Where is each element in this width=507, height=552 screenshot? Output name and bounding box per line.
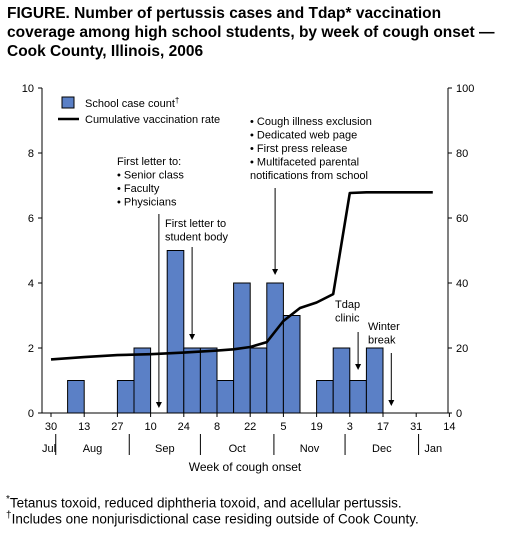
x-tick-label: 24 <box>178 421 190 433</box>
legend-bar-swatch <box>61 96 75 109</box>
annotation-text: notifications from school <box>250 170 368 182</box>
y-left-tick-label: 2 <box>28 343 34 355</box>
x-tick-label: 31 <box>410 421 422 433</box>
bar <box>166 250 185 414</box>
x-tick-label: 14 <box>443 421 455 433</box>
x-month-label: Aug <box>83 443 103 455</box>
annotation-arrow-head <box>155 402 162 408</box>
annotation-text: First letter to <box>165 218 226 230</box>
vaccination-rate-line <box>50 191 433 361</box>
footnote-1: *Tetanus toxoid, reduced diphtheria toxo… <box>6 494 402 511</box>
y-left-tick-label: 8 <box>28 148 34 160</box>
legend-bar-marker: † <box>175 96 179 105</box>
footnote-2-text: Includes one nonjurisdictional case resi… <box>11 511 419 527</box>
bar <box>282 315 301 414</box>
footnote-1-text: Tetanus toxoid, reduced diphtheria toxoi… <box>9 495 402 511</box>
footnote-1-marker: * <box>6 494 10 505</box>
annotation-text: • Multifaceted parental <box>250 157 359 169</box>
x-month-label: Jan <box>424 443 442 455</box>
y-right-tick-label: 40 <box>456 278 468 290</box>
legend-line-label: Cumulative vaccination rate <box>85 114 220 126</box>
annotation-text: Winter <box>368 321 400 333</box>
footnote-2: †Includes one nonjurisdictional case res… <box>6 510 419 527</box>
annotation-arrow-head <box>355 364 362 370</box>
x-tick-label: 22 <box>244 421 256 433</box>
y-right-tick-label: 0 <box>456 408 462 420</box>
annotations-group: First letter to: • Senior class• Faculty •… <box>117 116 400 408</box>
y-right-tick-label: 80 <box>456 148 468 160</box>
bar <box>249 347 268 414</box>
annotation-text: student body <box>165 232 228 244</box>
bar <box>133 347 152 414</box>
y-right-tick-label: 20 <box>456 343 468 355</box>
annotation-text: • Cough illness exclusion <box>250 116 372 128</box>
x-month-label: Sep <box>155 443 175 455</box>
annotation-text: • Faculty <box>117 183 160 195</box>
bar <box>216 380 235 414</box>
bar <box>332 347 351 414</box>
bar <box>183 347 201 414</box>
annotation-arrow-head <box>272 269 279 275</box>
y-left-tick-label: 4 <box>28 278 34 290</box>
bar <box>116 380 135 414</box>
x-tick-label: 10 <box>144 421 156 433</box>
annotation-text: Tdap <box>335 299 360 311</box>
annotation-text: break <box>368 335 396 347</box>
bar <box>67 380 85 414</box>
y-left-tick-label: 6 <box>28 213 34 225</box>
annotation-arrow-head <box>189 334 196 340</box>
x-tick-label: 8 <box>214 421 220 433</box>
x-month-label: Jul <box>42 443 56 455</box>
annotation-text: • Physicians <box>117 197 177 209</box>
x-tick-label: 17 <box>377 421 389 433</box>
footnote-2-marker: † <box>6 510 12 521</box>
legend: School case count† Cumulative vaccination… <box>58 96 220 126</box>
x-tick-label: 13 <box>78 421 90 433</box>
bar <box>316 380 334 414</box>
bar <box>266 282 284 414</box>
x-tick-label: 27 <box>111 421 123 433</box>
y-left-tick-label: 10 <box>22 83 34 95</box>
x-month-label: Oct <box>229 443 246 455</box>
annotation-text: clinic <box>335 313 360 325</box>
x-tick-label: 19 <box>310 421 322 433</box>
chart-title: FIGURE. Number of pertussis cases and Td… <box>7 5 495 60</box>
x-month-label: Nov <box>300 443 320 455</box>
annotation-text: • Dedicated web page <box>250 130 357 142</box>
bar <box>365 347 384 414</box>
y-right-tick-label: 60 <box>456 213 468 225</box>
bar <box>199 347 218 414</box>
x-axis-label: Week of cough onset <box>189 460 302 474</box>
legend-bar-label: School case count† <box>85 96 179 110</box>
line-group <box>50 191 433 361</box>
annotation-text: • Senior class <box>117 170 184 182</box>
x-tick-label: 30 <box>45 421 57 433</box>
annotation-text: First letter to: <box>117 156 181 168</box>
annotation-text: • First press release <box>250 143 347 155</box>
bar <box>349 380 367 414</box>
annotation-arrow-head <box>388 400 395 406</box>
x-tick-label: 5 <box>280 421 286 433</box>
x-month-label: Dec <box>372 443 392 455</box>
x-tick-label: 3 <box>347 421 353 433</box>
y-right-tick-label: 100 <box>456 83 474 95</box>
y-left-tick-label: 0 <box>28 408 34 420</box>
